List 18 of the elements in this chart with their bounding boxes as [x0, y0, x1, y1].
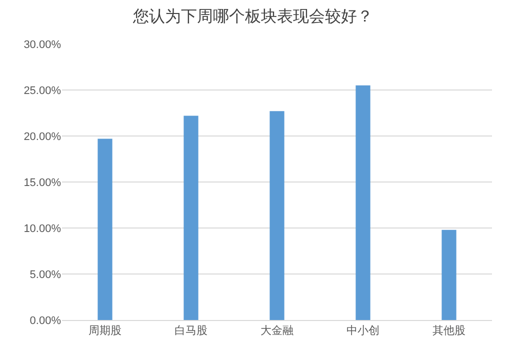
x-tick-label: 周期股 — [88, 325, 122, 338]
y-tick-label: 10.00% — [24, 222, 62, 235]
x-tick-label: 其他股 — [432, 324, 466, 338]
y-tick-label: 0.00% — [30, 314, 62, 327]
bar — [270, 111, 284, 320]
bar — [356, 85, 370, 320]
bar — [98, 138, 112, 320]
y-tick-label: 20.00% — [24, 130, 62, 143]
x-tick-label: 大金融 — [260, 324, 294, 338]
y-tick-label: 15.00% — [24, 176, 62, 189]
x-tick-label: 白马股 — [174, 325, 208, 338]
bar — [442, 230, 456, 320]
y-tick-label: 30.00% — [24, 38, 62, 51]
chart-title: 您认为下周哪个板块表现会较好？ — [132, 6, 373, 26]
bar — [184, 116, 198, 320]
x-tick-label: 中小创 — [346, 324, 380, 338]
y-tick-label: 5.00% — [30, 268, 62, 281]
y-tick-label: 25.00% — [24, 84, 62, 97]
